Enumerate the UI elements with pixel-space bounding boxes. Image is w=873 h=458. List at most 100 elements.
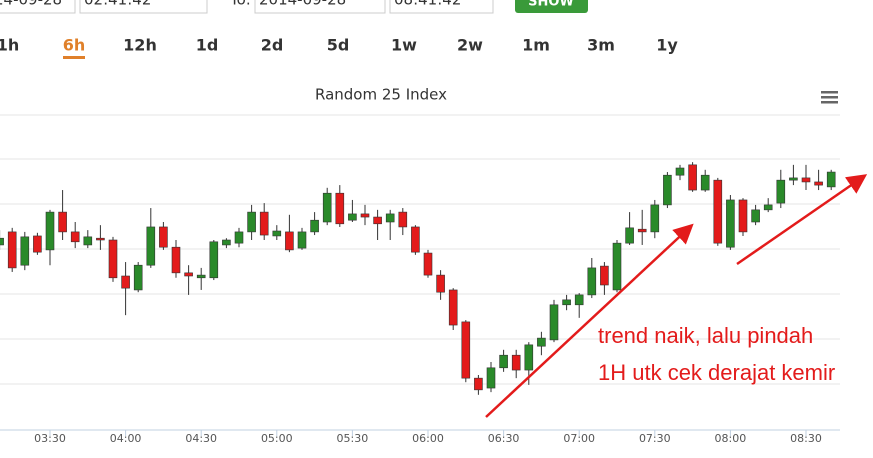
- candle-body: [763, 204, 773, 211]
- candle-body: [184, 272, 193, 277]
- show-button-label: SHOW: [528, 0, 574, 10]
- x-tick-label: 05:00: [261, 432, 293, 445]
- candle-body: [650, 204, 660, 233]
- candle-body: [33, 235, 42, 253]
- candle-body: [801, 177, 811, 183]
- grid: [0, 158, 840, 385]
- to-date: 2014-09-28: [259, 0, 346, 9]
- candle-body: [688, 164, 697, 191]
- candle-body: [549, 304, 559, 341]
- candle-body: [222, 239, 231, 246]
- candle-body: [272, 230, 282, 237]
- show-button[interactable]: [515, 0, 588, 13]
- period-tab[interactable]: 1w: [391, 36, 417, 55]
- x-tick-label: 07:30: [639, 432, 671, 445]
- period-tab[interactable]: 1d: [196, 36, 219, 55]
- candle-body: [511, 354, 521, 371]
- candle-body: [537, 337, 546, 347]
- candle-body: [322, 192, 332, 223]
- candle-body: [789, 177, 798, 181]
- period-tab[interactable]: 12h: [123, 36, 157, 55]
- candle-body: [234, 231, 244, 244]
- candle-body: [83, 236, 93, 246]
- from-time: 02:41:42: [84, 0, 151, 9]
- period-tab[interactable]: 6h: [63, 36, 86, 55]
- x-tick-label: 07:00: [563, 432, 595, 445]
- candle-body: [461, 321, 471, 379]
- candle-body: [7, 231, 17, 269]
- x-tick-label: 08:00: [715, 432, 747, 445]
- candle-body: [335, 192, 345, 225]
- candle-body: [675, 167, 685, 176]
- candle-body: [562, 299, 571, 306]
- candle-body: [423, 252, 433, 276]
- from-time-input[interactable]: [79, 0, 208, 14]
- candle-body: [776, 179, 786, 204]
- candle-body: [726, 199, 735, 248]
- from-date: 14-09-28: [0, 0, 62, 9]
- candle-body: [574, 294, 584, 306]
- candle-body: [96, 237, 105, 241]
- to-time-input[interactable]: [389, 0, 494, 14]
- to-date-input[interactable]: [254, 0, 386, 14]
- candle-body: [297, 231, 307, 249]
- candle-body: [474, 377, 483, 391]
- candle-body: [385, 213, 395, 223]
- candle-body: [209, 241, 219, 279]
- candle-body: [612, 242, 622, 291]
- period-tab[interactable]: 5d: [327, 36, 350, 55]
- candle-body: [600, 265, 609, 286]
- x-tick-label: 05:30: [337, 432, 369, 445]
- trend-arrow: [736, 174, 868, 266]
- candle-body: [247, 211, 256, 233]
- candle-body: [448, 289, 458, 326]
- from-date-input[interactable]: [0, 0, 76, 14]
- x-axis: 03:30 04:00 04:30 05:00 05:30 06:00 06:30 07:00…: [34, 430, 822, 445]
- candle-body: [373, 216, 382, 225]
- candle-body: [348, 213, 357, 221]
- candle-body: [411, 226, 420, 253]
- candle-body: [663, 174, 672, 206]
- candle-body: [171, 246, 181, 274]
- x-tick-label: 04:00: [110, 432, 142, 445]
- candle-body: [360, 213, 370, 218]
- candle-body: [486, 367, 496, 389]
- x-tick-label: 06:00: [412, 432, 444, 445]
- menu-bar: [821, 91, 838, 94]
- candle-body: [524, 344, 534, 371]
- candle-body: [738, 199, 748, 233]
- candle-body: [20, 236, 30, 266]
- candle-body: [146, 226, 156, 266]
- candle-body: [499, 354, 508, 369]
- candle-body: [159, 226, 168, 248]
- period-tab[interactable]: 1m: [522, 36, 550, 55]
- candle-body: [310, 219, 319, 233]
- to-time: 08:41:42: [394, 0, 461, 9]
- to-label: To:: [229, 0, 251, 9]
- candle-body: [121, 275, 130, 289]
- candle-body: [108, 239, 118, 279]
- period-tab[interactable]: 1h: [0, 36, 19, 55]
- candle-body: [713, 179, 723, 244]
- candle-body: [826, 171, 836, 188]
- period-tab[interactable]: 3m: [587, 36, 615, 55]
- candle-body: [637, 228, 647, 233]
- candle-body: [70, 231, 80, 243]
- active-tab-underline: [63, 56, 85, 59]
- menu-bar: [821, 101, 838, 104]
- candle-body: [133, 264, 143, 291]
- candle-body: [196, 274, 206, 279]
- x-tick-label: 06:30: [488, 432, 520, 445]
- candle-body: [259, 211, 269, 236]
- menu-icon[interactable]: [821, 91, 838, 104]
- trend-arrow: [485, 223, 694, 418]
- candle-body: [625, 227, 634, 244]
- candle-body: [58, 211, 67, 233]
- period-tab[interactable]: 2d: [261, 36, 284, 55]
- candle-body: [0, 237, 4, 246]
- candle-body: [587, 267, 597, 296]
- period-tab[interactable]: 2w: [457, 36, 483, 55]
- period-tab[interactable]: 1y: [656, 36, 678, 55]
- candle-body: [436, 274, 445, 293]
